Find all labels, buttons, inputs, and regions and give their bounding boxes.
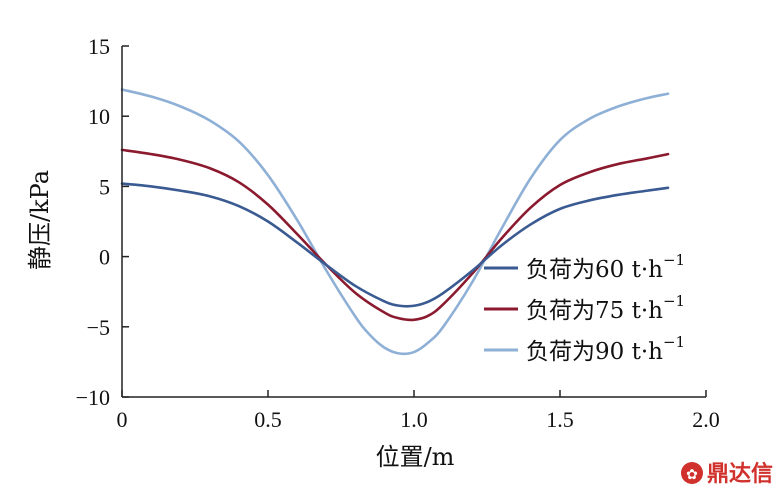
legend-label-3: 负荷为90 t·h−1 <box>526 333 685 365</box>
x-tick-label: 2.0 <box>692 407 720 432</box>
series-line-2 <box>120 148 670 322</box>
watermark-logo-icon <box>681 462 703 484</box>
y-tick-label: 15 <box>88 34 110 59</box>
legend-label-exponent: −1 <box>663 251 685 269</box>
y-tick-label: 5 <box>99 174 110 199</box>
series-line-1 <box>120 182 670 308</box>
x-tick-label: 1.5 <box>546 407 574 432</box>
watermark-logo-glyph: ✿ <box>686 467 698 483</box>
x-tick-label: 0.5 <box>254 407 282 432</box>
series-line-3 <box>120 88 670 356</box>
watermark: ✿ 鼎达信 <box>681 461 773 487</box>
legend-label-exponent: −1 <box>663 333 685 351</box>
legend-label-main: 负荷为75 t·h <box>526 298 663 324</box>
legend-label-exponent: −1 <box>663 292 685 310</box>
watermark-text: 鼎达信 <box>707 461 773 487</box>
legend-label-main: 负荷为90 t·h <box>526 339 663 365</box>
y-axis-title: 静压/kPa <box>26 170 54 270</box>
axes: −10 −5 0 5 10 15 0 0.5 1.0 1.5 2.0 <box>76 34 720 432</box>
x-tick-label: 0 <box>117 407 128 432</box>
x-tick-label: 1.0 <box>400 407 428 432</box>
legend-label-1: 负荷为60 t·h−1 <box>526 251 685 283</box>
x-axis-title: 位置/m <box>376 443 455 471</box>
y-tick-label: 10 <box>88 104 110 129</box>
legend-label-2: 负荷为75 t·h−1 <box>526 292 685 324</box>
y-tick-label: 0 <box>99 245 110 270</box>
legend-label-main: 负荷为60 t·h <box>526 257 663 283</box>
plot-area <box>120 88 670 356</box>
y-tick-label: −10 <box>76 385 110 410</box>
y-tick-label: −5 <box>87 315 110 340</box>
